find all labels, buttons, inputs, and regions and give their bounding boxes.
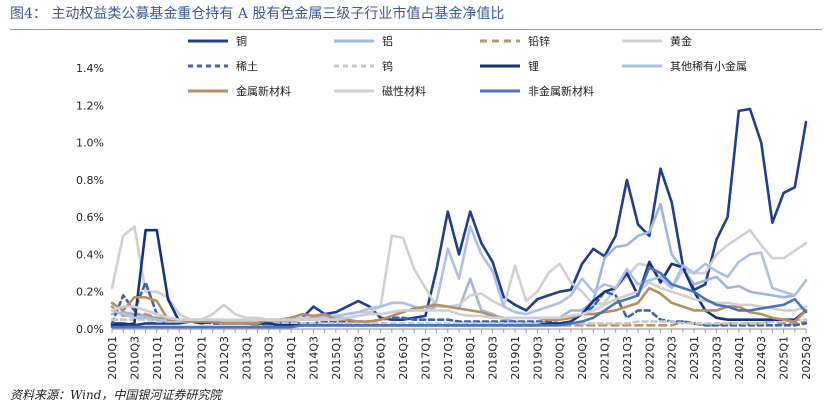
x-tick-label: 2021Q3 bbox=[621, 336, 634, 380]
legend-label-金属新材料: 金属新材料 bbox=[236, 84, 291, 98]
plot-area bbox=[110, 107, 808, 329]
source-note: 资料来源：Wind，中国银河证券研究院 bbox=[10, 388, 222, 402]
series-line-磁性材料 bbox=[110, 281, 808, 322]
x-tick-label: 2023Q1 bbox=[688, 336, 701, 380]
x-tick-label: 2014Q1 bbox=[285, 336, 298, 380]
series-line-金属新材料 bbox=[110, 286, 808, 325]
y-tick-label: 0.0% bbox=[76, 323, 104, 336]
series-line-黄金 bbox=[110, 225, 808, 322]
x-tick-label: 2015Q3 bbox=[352, 336, 365, 380]
y-tick-label: 1.4% bbox=[76, 62, 104, 75]
x-tick-label: 2011Q3 bbox=[173, 336, 186, 380]
y-axis: 0.0% 0.2% 0.4% 0.6% 0.8% 1.0% 1.2% 1.4% bbox=[76, 62, 104, 336]
legend-label-磁性材料: 磁性材料 bbox=[382, 84, 426, 98]
x-tick-label: 2012Q3 bbox=[218, 336, 231, 380]
y-tick-label: 0.8% bbox=[76, 174, 104, 187]
x-tick-label: 2012Q1 bbox=[196, 336, 209, 380]
legend-label-黄金: 黄金 bbox=[670, 36, 692, 48]
x-tick-label: 2019Q3 bbox=[531, 336, 544, 380]
y-tick-label: 0.2% bbox=[76, 286, 104, 299]
x-tick-label: 2010Q3 bbox=[128, 336, 141, 380]
figure-title: 图4： 主动权益类公募基金重仓持有 A 股有色金属三级子行业市值占基金净值比 bbox=[10, 6, 505, 22]
x-tick-label: 2015Q1 bbox=[330, 336, 343, 380]
x-tick-label: 2023Q3 bbox=[710, 336, 723, 380]
title-divider bbox=[10, 29, 822, 30]
x-tick-label: 2019Q1 bbox=[509, 336, 522, 380]
x-tick-label: 2013Q3 bbox=[263, 336, 276, 380]
x-tick-label: 2018Q1 bbox=[464, 336, 477, 380]
legend-label-稀土: 稀土 bbox=[236, 60, 258, 73]
legend-label-铜: 铜 bbox=[236, 36, 247, 48]
legend-label-铝: 铝 bbox=[382, 36, 393, 48]
x-tick-label: 2025Q3 bbox=[800, 336, 813, 380]
x-tick-label: 2010Q1 bbox=[106, 336, 119, 380]
x-tick-label: 2014Q3 bbox=[307, 336, 320, 380]
x-tick-label: 2011Q1 bbox=[151, 336, 164, 380]
legend-label-锂: 锂 bbox=[528, 59, 539, 73]
legend-label-其他稀有小金属: 其他稀有小金属 bbox=[670, 59, 747, 73]
legend-label-钨: 钨 bbox=[382, 60, 393, 73]
y-tick-label: 1.2% bbox=[76, 99, 104, 112]
x-tick-label: 2018Q3 bbox=[487, 336, 500, 380]
y-tick-label: 0.6% bbox=[76, 211, 104, 224]
y-tick-label: 0.4% bbox=[76, 248, 104, 261]
x-tick-label: 2025Q1 bbox=[778, 336, 791, 380]
legend-label-铅锌: 铅锌 bbox=[528, 36, 550, 48]
legend-label-非金属新材料: 非金属新材料 bbox=[528, 84, 594, 98]
series-line-其他稀有小金属 bbox=[110, 225, 808, 323]
x-tick-label: 2024Q3 bbox=[755, 336, 768, 380]
x-tick-label: 2022Q3 bbox=[666, 336, 679, 380]
series-line-铜 bbox=[110, 107, 808, 327]
x-tick-label: 2020Q3 bbox=[576, 336, 589, 380]
x-tick-label: 2016Q1 bbox=[375, 336, 388, 380]
x-tick-label: 2024Q1 bbox=[733, 336, 746, 380]
x-tick-label: 2013Q1 bbox=[240, 336, 253, 380]
x-tick-label: 2021Q1 bbox=[599, 336, 612, 380]
x-axis: 2010Q1 2010Q3 2011Q1 2011Q3 2012Q1 2012Q3 2013… bbox=[106, 328, 813, 380]
x-tick-label: 2017Q1 bbox=[419, 336, 432, 380]
y-tick-label: 1.0% bbox=[76, 137, 104, 150]
x-tick-label: 2016Q3 bbox=[397, 336, 410, 380]
x-tick-label: 2022Q1 bbox=[643, 336, 656, 380]
series-line-非金属新材料 bbox=[110, 266, 808, 329]
x-tick-label: 2020Q1 bbox=[554, 336, 567, 380]
x-tick-label: 2017Q3 bbox=[442, 336, 455, 380]
